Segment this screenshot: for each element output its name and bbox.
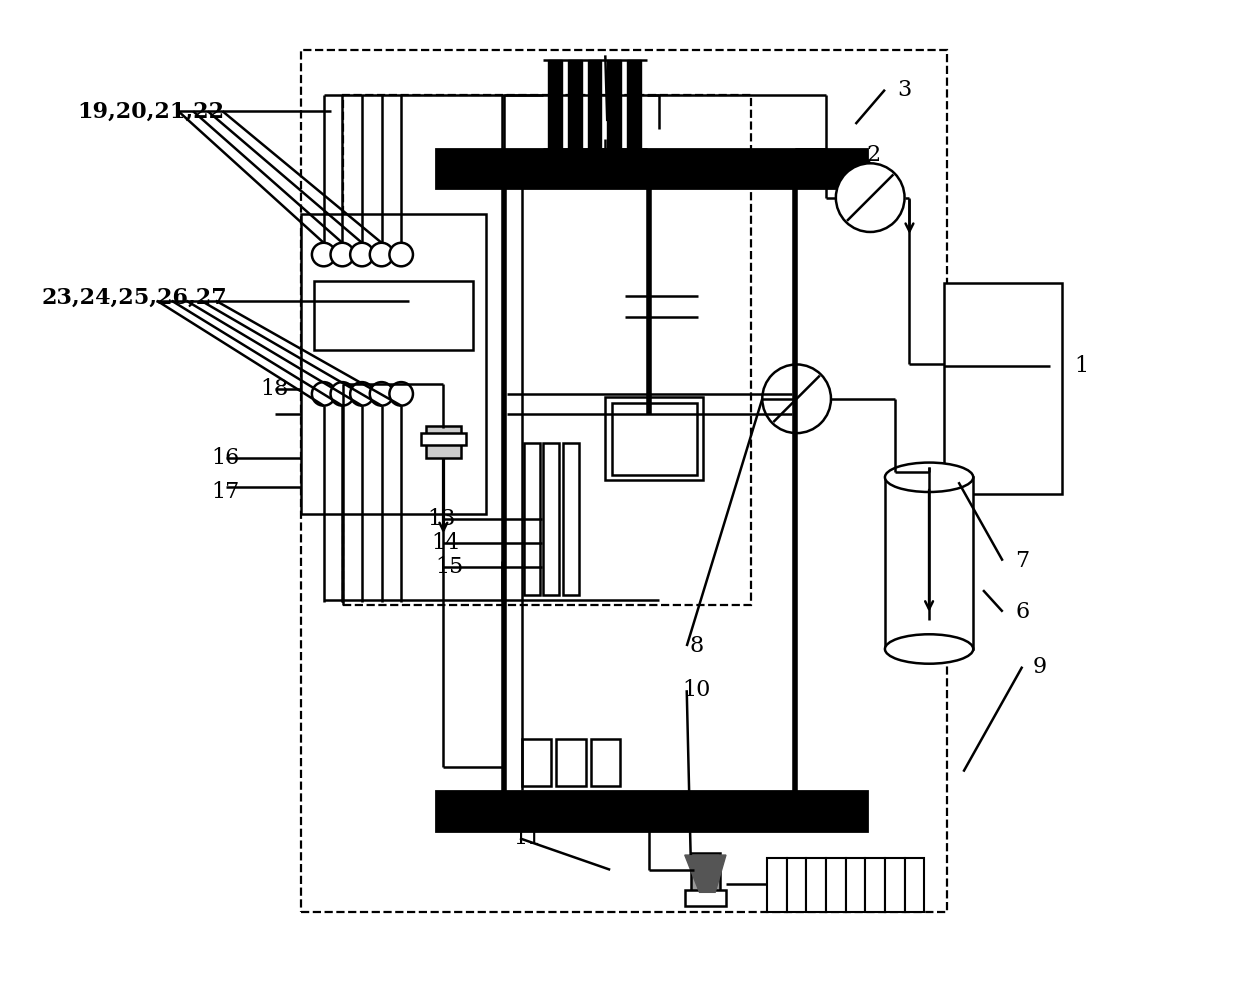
- Bar: [435, 149, 867, 188]
- Circle shape: [370, 382, 393, 405]
- Bar: [846, 858, 866, 912]
- Text: 10: 10: [682, 679, 711, 702]
- Text: 9: 9: [1033, 655, 1047, 678]
- Circle shape: [331, 243, 355, 267]
- Circle shape: [312, 243, 336, 267]
- Bar: [420, 433, 466, 445]
- Text: 1: 1: [1074, 355, 1089, 378]
- Text: 7: 7: [1016, 550, 1029, 572]
- Bar: [787, 858, 806, 912]
- Text: 15: 15: [435, 556, 464, 578]
- Bar: [613, 402, 697, 475]
- Circle shape: [350, 243, 373, 267]
- Text: 16: 16: [212, 447, 239, 468]
- Text: 4: 4: [606, 140, 620, 161]
- Bar: [435, 791, 867, 830]
- Text: 18: 18: [260, 378, 289, 400]
- Circle shape: [370, 243, 393, 267]
- Bar: [563, 443, 579, 595]
- Bar: [608, 60, 621, 149]
- Bar: [343, 94, 750, 605]
- Text: 5: 5: [608, 110, 622, 132]
- Bar: [944, 283, 1061, 494]
- Bar: [826, 858, 846, 912]
- Bar: [301, 215, 486, 514]
- Bar: [523, 443, 539, 595]
- Circle shape: [312, 382, 336, 405]
- Bar: [627, 60, 641, 149]
- Ellipse shape: [885, 635, 973, 664]
- Bar: [548, 60, 562, 149]
- Text: 17: 17: [212, 481, 239, 503]
- Ellipse shape: [885, 462, 973, 492]
- Circle shape: [350, 382, 373, 405]
- Bar: [684, 891, 725, 906]
- Text: 2: 2: [866, 145, 880, 166]
- Bar: [588, 60, 601, 149]
- Bar: [768, 858, 787, 912]
- Bar: [904, 858, 924, 912]
- Circle shape: [836, 163, 904, 232]
- Text: 12: 12: [456, 793, 485, 815]
- Bar: [866, 858, 885, 912]
- Bar: [522, 739, 552, 786]
- Bar: [605, 397, 703, 480]
- Bar: [301, 50, 947, 912]
- Circle shape: [389, 243, 413, 267]
- Text: 14: 14: [432, 532, 460, 554]
- Bar: [557, 739, 585, 786]
- Bar: [314, 281, 472, 349]
- Bar: [543, 443, 559, 595]
- Polygon shape: [684, 855, 725, 892]
- Text: 23,24,25,26,27: 23,24,25,26,27: [41, 286, 227, 309]
- Bar: [691, 853, 720, 892]
- Bar: [425, 426, 461, 458]
- Bar: [806, 858, 826, 912]
- Text: 11: 11: [513, 828, 542, 849]
- Bar: [885, 477, 973, 649]
- Text: 19,20,21,22: 19,20,21,22: [77, 100, 224, 122]
- Text: 13: 13: [428, 509, 455, 530]
- Circle shape: [331, 382, 355, 405]
- Text: 6: 6: [1016, 600, 1029, 623]
- Circle shape: [389, 382, 413, 405]
- Text: 8: 8: [689, 635, 703, 657]
- Bar: [590, 739, 620, 786]
- Bar: [568, 60, 582, 149]
- Text: 3: 3: [898, 79, 911, 100]
- Bar: [885, 858, 904, 912]
- Circle shape: [763, 364, 831, 433]
